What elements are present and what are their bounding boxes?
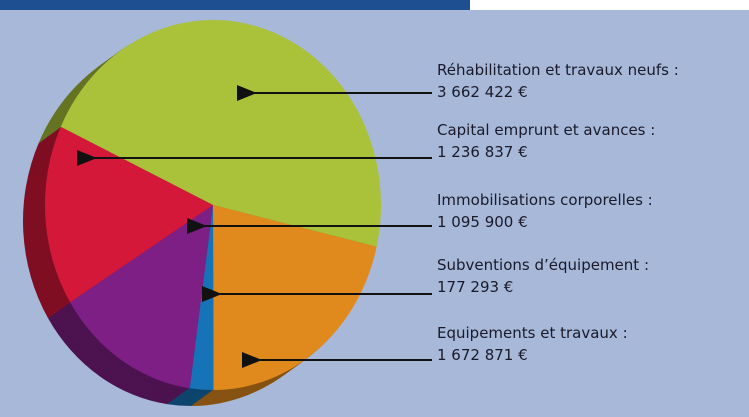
legend-label: Equipements et travaux : — [437, 324, 628, 342]
value-label: 1 672 871 € — [437, 346, 528, 364]
slice — [70, 205, 213, 389]
legend-label: Réhabilitation et travaux neufs : — [437, 61, 679, 79]
header-bar — [0, 0, 470, 10]
value-label: 3 662 422 € — [437, 83, 528, 101]
value-label: 1 095 900 € — [437, 213, 528, 231]
legend-label: Immobilisations corporelles : — [437, 191, 653, 209]
legend-label: Capital emprunt et avances : — [437, 121, 655, 139]
value-label: 177 293 € — [437, 278, 513, 296]
legend-label: Subventions d’équipement : — [437, 256, 649, 274]
slice — [189, 205, 214, 391]
slice — [44, 126, 214, 303]
slice — [60, 19, 381, 247]
slice — [213, 205, 377, 390]
value-label: 1 236 837 € — [437, 143, 528, 161]
